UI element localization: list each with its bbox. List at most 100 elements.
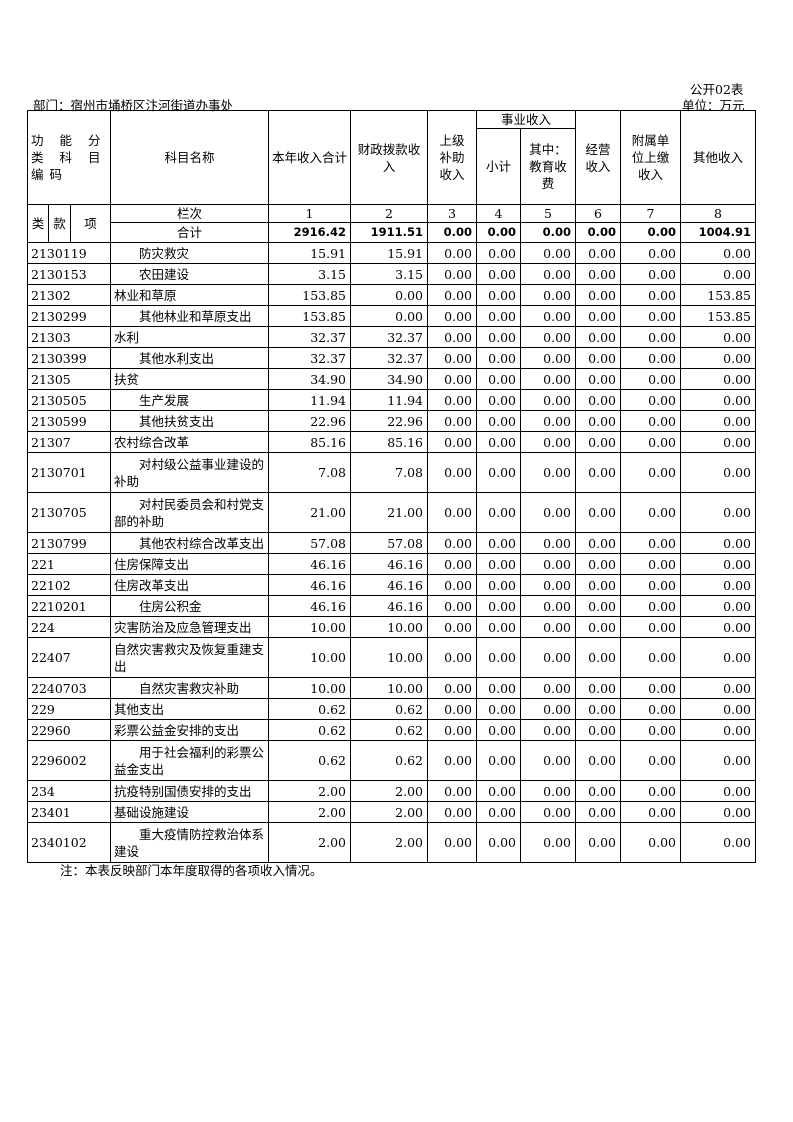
row-value-col1: 2.00 [268,822,351,863]
row-value-col1: 153.85 [268,305,351,327]
row-value-col2: 34.90 [350,368,428,390]
row-value-col7: 0.00 [620,532,681,554]
table-row: 21302 林业和草原 153.85 0.00 0.00 0.00 0.00 0.00 0.00… [27,284,756,306]
row-value-col8: 0.00 [680,637,756,678]
total-label: 合计 [110,222,269,243]
header-business-income: 事业收入 [476,110,576,129]
row-value-col5: 0.00 [520,574,576,596]
row-value-col8: 0.00 [680,698,756,720]
row-value-col6: 0.00 [575,410,621,432]
row-code: 224 [27,616,111,638]
row-name: 其他林业和草原支出 [110,305,269,327]
row-value-col3: 0.00 [427,431,477,453]
header-code: 功 能 分 类 科 目 编码 [27,110,111,205]
table-row: 21305 扶贫 34.90 34.90 0.00 0.00 0.00 0.00 0.00 0.0… [27,368,756,390]
row-value-col4: 0.00 [476,452,521,493]
row-value-col4: 0.00 [476,677,521,699]
row-value-col3: 0.00 [427,284,477,306]
row-value-col8: 0.00 [680,532,756,554]
row-value-col4: 0.00 [476,389,521,411]
row-value-col6: 0.00 [575,719,621,741]
row-value-col1: 32.37 [268,326,351,348]
header-c7: 附属单位上缴收入 [620,110,681,205]
row-value-col3: 0.00 [427,389,477,411]
row-value-col3: 0.00 [427,740,477,781]
row-value-col5: 0.00 [520,532,576,554]
row-value-col5: 0.00 [520,305,576,327]
row-value-col5: 0.00 [520,452,576,493]
row-value-col8: 0.00 [680,410,756,432]
row-value-col2: 11.94 [350,389,428,411]
row-code: 2130705 [27,492,111,533]
col-num: 7 [620,204,681,223]
row-name: 自然灾害救灾补助 [110,677,269,699]
row-name: 抗疫特别国债安排的支出 [110,780,269,802]
table-row: 2130119 防灾救灾 15.91 15.91 0.00 0.00 0.00 0.00 0.0… [27,242,756,264]
row-value-col4: 0.00 [476,532,521,554]
row-value-col1: 11.94 [268,389,351,411]
row-value-col2: 2.00 [350,801,428,823]
row-value-col7: 0.00 [620,677,681,699]
row-value-col3: 0.00 [427,574,477,596]
total-value: 0.00 [620,222,681,243]
row-value-col2: 2.00 [350,780,428,802]
row-value-col7: 0.00 [620,389,681,411]
row-value-col2: 57.08 [350,532,428,554]
row-name: 防灾救灾 [110,242,269,264]
row-value-col5: 0.00 [520,616,576,638]
row-value-col6: 0.00 [575,452,621,493]
table-row: 229 其他支出 0.62 0.62 0.00 0.00 0.00 0.00 0.00 0.00 [27,698,756,720]
row-value-col1: 32.37 [268,347,351,369]
col-num: 2 [350,204,428,223]
row-value-col4: 0.00 [476,780,521,802]
row-value-col6: 0.00 [575,574,621,596]
row-value-col3: 0.00 [427,780,477,802]
row-value-col5: 0.00 [520,822,576,863]
row-code: 23401 [27,801,111,823]
row-value-col6: 0.00 [575,532,621,554]
table-row: 22407 自然灾害救灾及恢复重建支出 10.00 10.00 0.00 0.00 0.00… [27,637,756,678]
col-num: 8 [680,204,756,223]
row-name: 住房改革支出 [110,574,269,596]
row-value-col1: 85.16 [268,431,351,453]
table-row: 234 抗疫特别国债安排的支出 2.00 2.00 0.00 0.00 0.00 0.00 0.… [27,780,756,802]
row-code: 2240703 [27,677,111,699]
row-name: 基础设施建设 [110,801,269,823]
table-row: 2210201 住房公积金 46.16 46.16 0.00 0.00 0.00 0.00 0.… [27,595,756,617]
total-value: 1911.51 [350,222,428,243]
row-value-col7: 0.00 [620,574,681,596]
row-value-col8: 0.00 [680,677,756,699]
row-value-col6: 0.00 [575,347,621,369]
row-value-col2: 7.08 [350,452,428,493]
row-code: 2130119 [27,242,111,264]
row-value-col8: 153.85 [680,284,756,306]
row-name: 农村综合改革 [110,431,269,453]
row-code: 2340102 [27,822,111,863]
row-value-col1: 46.16 [268,553,351,575]
income-table: 功 能 分 类 科 目 编码 科目名称 本年收入合计 财政拨款收入 上级补助收入… [27,110,756,863]
row-value-col4: 0.00 [476,595,521,617]
row-value-col4: 0.00 [476,801,521,823]
row-value-col8: 0.00 [680,740,756,781]
total-value: 0.00 [520,222,576,243]
header-c1: 本年收入合计 [268,110,351,205]
header-c4: 小计 [476,128,521,205]
col-num: 6 [575,204,621,223]
row-name: 农田建设 [110,263,269,285]
row-value-col8: 0.00 [680,595,756,617]
row-value-col5: 0.00 [520,780,576,802]
row-value-col4: 0.00 [476,410,521,432]
header-c5: 其中：教育收费 [520,128,576,205]
row-value-col5: 0.00 [520,801,576,823]
table-row: 2340102 重大疫情防控救治体系建设 2.00 2.00 0.00 0.00 0.00 0… [27,822,756,863]
row-value-col4: 0.00 [476,368,521,390]
header-c8: 其他收入 [680,110,756,205]
row-value-col6: 0.00 [575,284,621,306]
row-value-col6: 0.00 [575,780,621,802]
row-value-col5: 0.00 [520,326,576,348]
row-value-col1: 10.00 [268,616,351,638]
row-value-col1: 46.16 [268,595,351,617]
row-value-col6: 0.00 [575,595,621,617]
row-value-col4: 0.00 [476,242,521,264]
row-value-col7: 0.00 [620,637,681,678]
